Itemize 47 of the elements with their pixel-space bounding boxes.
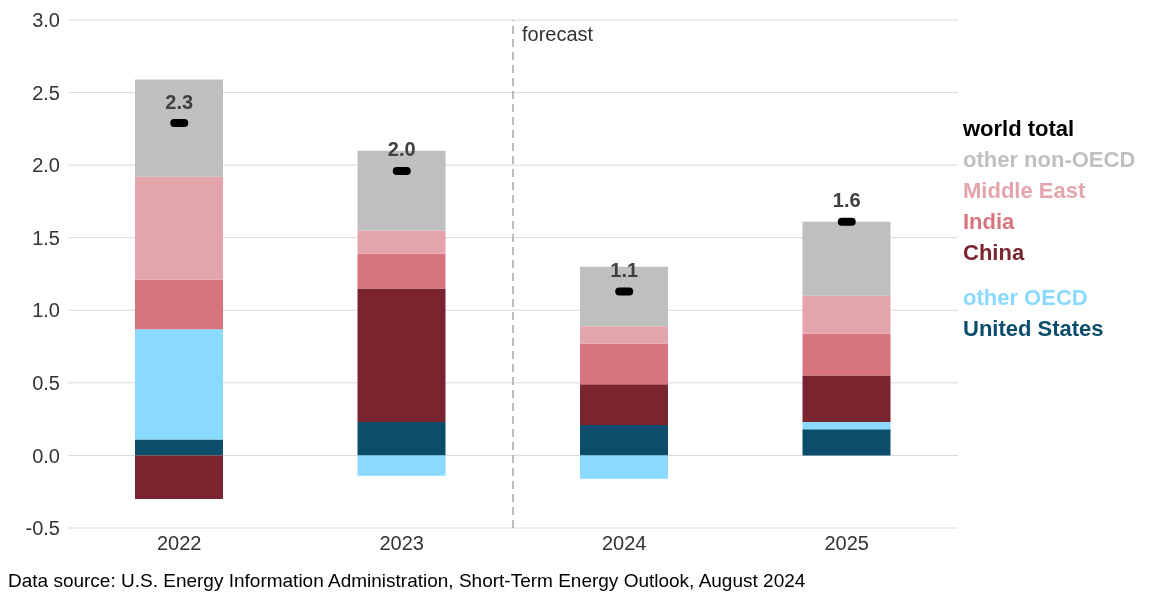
data-label: 2.3: [165, 90, 194, 113]
bar: [580, 343, 668, 385]
ref-line-label: forecast: [522, 23, 594, 46]
bar: [135, 79, 223, 177]
x-tick-label: 2024: [602, 532, 647, 555]
x-tick-label: 2022: [157, 532, 202, 555]
text: world total: [963, 115, 1076, 143]
bar: [580, 326, 668, 344]
bar: [580, 424, 668, 456]
bar: [802, 375, 891, 423]
bar: [802, 295, 891, 334]
bar: [135, 455, 223, 499]
bar: [357, 230, 446, 254]
y-tick-label: 3.0: [32, 9, 60, 32]
bar: [802, 429, 891, 456]
bar: [135, 279, 223, 330]
bar: [580, 384, 668, 425]
y-tick-label: 1.0: [32, 299, 60, 322]
bar: [135, 439, 223, 456]
text: United States: [963, 315, 1105, 343]
bar: [802, 422, 891, 430]
text: Middle East: [963, 177, 1087, 205]
bar: [357, 422, 446, 456]
x-tick-label: 2023: [379, 532, 424, 555]
bar: [357, 253, 446, 289]
y-tick-label: 2.5: [32, 81, 60, 104]
y-tick-label: 0.0: [32, 444, 60, 467]
data-label: 1.1: [610, 258, 639, 281]
y-tick-label: 1.5: [32, 226, 60, 249]
bar: [802, 221, 891, 296]
data-label: 1.6: [832, 189, 861, 212]
bar: [135, 329, 223, 440]
bar: [357, 455, 446, 476]
y-tick-label: -0.5: [25, 517, 60, 540]
y-tick-label: 0.5: [32, 371, 60, 394]
y-tick-label: 2.0: [32, 154, 60, 177]
bar: [135, 176, 223, 280]
text: India: [963, 208, 1016, 236]
text: China: [963, 239, 1026, 267]
bar: [802, 333, 891, 376]
text: other OECD: [963, 284, 1089, 312]
data-label: 2.0: [387, 138, 416, 161]
x-tick-label: 2025: [824, 532, 869, 555]
source-note: Data source: U.S. Energy Information Administration, Short-Term Energy Outlook, August 2024: [8, 570, 806, 592]
text: other non-OECD: [963, 146, 1136, 174]
bar: [357, 288, 446, 423]
bar: [580, 455, 668, 479]
